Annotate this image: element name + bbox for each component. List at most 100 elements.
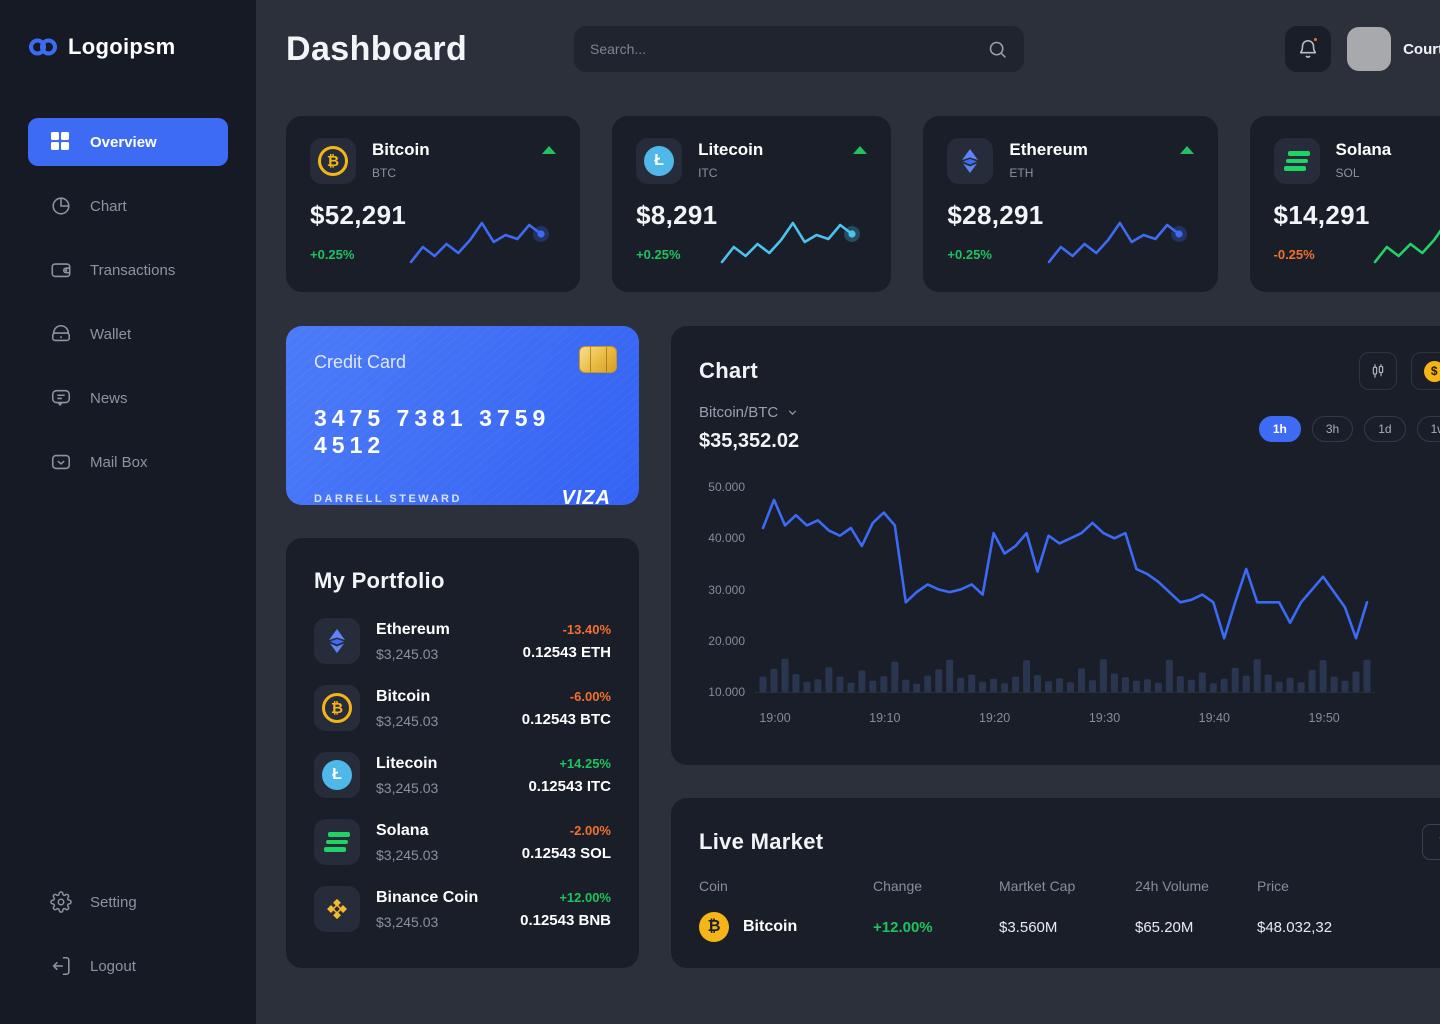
currency-dropdown[interactable]: $ USD [1410, 352, 1440, 390]
sparkline-chart [721, 221, 861, 264]
litecoin-icon: Ł [636, 138, 683, 184]
column-coin: Coin [699, 878, 728, 894]
bitcoin-icon: ₿ [310, 138, 356, 184]
coin-name: Solana [376, 821, 429, 839]
x-axis-label: 19:50 [1308, 711, 1340, 725]
card-chip-icon [579, 346, 617, 373]
sidebar-item-label: Logout [90, 957, 136, 975]
x-axis-label: 19:10 [869, 711, 901, 725]
coin-symbol: ETH [1009, 166, 1034, 180]
stat-card-litecoin[interactable]: Ł Litecoin ITC $8,291 +0.25% [612, 116, 892, 292]
x-axis-label: 19:00 [759, 711, 791, 725]
notification-badge [1312, 36, 1320, 43]
coin-symbol: BTC [372, 166, 396, 180]
sidebar-item-setting[interactable]: Setting [28, 878, 228, 926]
avatar [1347, 27, 1392, 71]
price-line-chart [755, 498, 1375, 693]
candlestick-toggle-button[interactable] [1358, 352, 1397, 390]
notifications-button[interactable] [1285, 26, 1332, 72]
timeframe-1h[interactable]: 1h [1258, 415, 1301, 442]
coin-change: +0.25% [636, 247, 681, 262]
dollar-coin-icon: $ [1423, 360, 1440, 382]
sparkline-chart [1047, 221, 1187, 264]
portfolio-row-binance-coin[interactable]: Binance Coin $3,245.03 +12.00% 0.12543 B… [314, 886, 611, 932]
chart-x-axis: 19:00 19:10 19:20 19:30 19:40 19:50 [755, 702, 1375, 728]
page-title: Dashboard [286, 29, 468, 68]
coin-name: Bitcoin [743, 918, 798, 935]
sidebar-item-transactions[interactable]: Transactions [28, 246, 228, 294]
binance-coin-icon [314, 886, 360, 932]
news-chat-icon [50, 387, 72, 409]
coin-name: Litecoin [376, 754, 438, 772]
live-market-card: Live Market View More Coin Change Martke… [671, 798, 1440, 968]
timeframe-1d[interactable]: 1d [1364, 415, 1406, 442]
coin-change: -0.25% [1273, 247, 1315, 262]
coin-change: -13.40% [562, 621, 611, 637]
card-number: 3475 7381 3759 4512 [314, 405, 551, 458]
stat-card-solana[interactable]: Solana SOL $14,291 -0.25% [1249, 116, 1440, 292]
coin-value: $3,245.03 [376, 779, 439, 796]
sidebar-nav: Overview Chart Transactions [28, 118, 228, 486]
timeframe-1w[interactable]: 1w [1416, 415, 1440, 442]
coin-name: Solana [1335, 140, 1392, 159]
coin-price: $48.032,32 [1257, 918, 1333, 936]
user-menu[interactable]: Courtney Henry [1347, 27, 1440, 71]
coin-name: Ethereum [1009, 140, 1088, 159]
pair-label: Bitcoin/BTC [699, 404, 779, 421]
wallet-icon [50, 323, 72, 345]
sidebar-item-label: Wallet [90, 325, 132, 343]
pair-selector[interactable]: Bitcoin/BTC [699, 404, 799, 421]
litecoin-icon: Ł [314, 752, 360, 798]
stat-card-ethereum[interactable]: Ethereum ETH $28,291 +0.25% [923, 116, 1218, 292]
x-axis-label: 19:20 [978, 711, 1011, 725]
coin-change: +14.25% [559, 755, 611, 771]
logo-text: Logoipsm [68, 34, 176, 59]
live-market-row-bitcoin[interactable]: ₿ Bitcoin +12.00% $3.560M $65.20M $48.03… [699, 912, 1440, 942]
sidebar-item-wallet[interactable]: Wallet [28, 310, 228, 358]
view-more-button[interactable]: View More [1422, 824, 1440, 860]
portfolio-row-bitcoin[interactable]: ₿ Bitcoin $3,245.03 -6.00% 0.12543 BTC [314, 685, 611, 731]
sidebar-item-mailbox[interactable]: Mail Box [28, 438, 228, 486]
timeframe-3h[interactable]: 3h [1311, 415, 1354, 442]
sidebar-item-label: Chart [90, 197, 127, 215]
logout-icon [50, 955, 72, 977]
coin-price: $28,291 [947, 200, 1044, 230]
logo: Logoipsm [28, 34, 228, 60]
x-axis-label: 19:40 [1198, 711, 1230, 725]
coin-amount: 0.12543 SOL [521, 844, 611, 862]
coin-volume: $65.20M [1135, 918, 1194, 936]
credit-card-label: Credit Card [314, 352, 407, 372]
bitcoin-icon: ₿ [314, 685, 360, 731]
stat-cards-row: ₿ Bitcoin BTC $52,291 +0.25% [286, 116, 1440, 292]
coin-value: $3,245.03 [376, 846, 439, 863]
x-axis-label: 19:30 [1088, 711, 1121, 725]
coin-value: $3,245.03 [376, 712, 439, 729]
coin-name: Binance Coin [376, 888, 479, 906]
gear-icon [50, 891, 72, 913]
y-axis-label: 50.000 [708, 480, 745, 494]
coin-change: +0.25% [310, 247, 355, 262]
stat-card-bitcoin[interactable]: ₿ Bitcoin BTC $52,291 +0.25% [286, 116, 581, 292]
coin-change: -2.00% [569, 822, 611, 838]
portfolio-title: My Portfolio [314, 568, 445, 593]
coin-price: $8,291 [636, 200, 718, 230]
coin-change: -6.00% [569, 688, 611, 704]
portfolio-row-litecoin[interactable]: Ł Litecoin $3,245.03 +14.25% 0.12543 ITC [314, 752, 611, 798]
chart-card: Chart $ USD [671, 326, 1440, 765]
sidebar-item-news[interactable]: News [28, 374, 228, 422]
sidebar-item-label: Transactions [90, 261, 176, 279]
column-price: Price [1257, 878, 1289, 894]
topbar: Dashboard [286, 26, 1440, 72]
y-axis-label: 30.000 [708, 582, 745, 597]
sidebar-item-overview[interactable]: Overview [28, 118, 228, 166]
sidebar-item-chart[interactable]: Chart [28, 182, 228, 230]
portfolio-row-solana[interactable]: Solana $3,245.03 -2.00% 0.12543 SOL [314, 819, 611, 865]
sidebar-item-label: Overview [90, 133, 157, 151]
portfolio-row-ethereum[interactable]: Ethereum $3,245.03 -13.40% 0.12543 ETH [314, 618, 611, 664]
sidebar-item-logout[interactable]: Logout [28, 942, 228, 990]
chart-title: Chart [699, 358, 758, 383]
search-input[interactable] [590, 41, 987, 57]
coin-change: +12.00% [559, 889, 611, 905]
chart-y-axis: 50.000 40.000 30.000 20.000 10.000 [699, 477, 745, 702]
